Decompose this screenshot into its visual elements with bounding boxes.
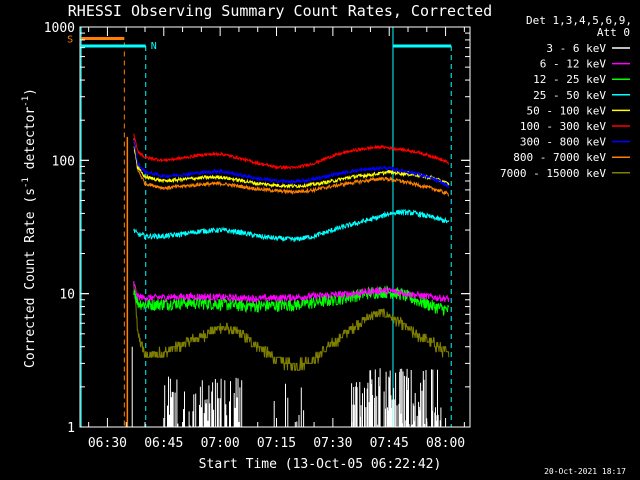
- x-tick-label: 07:00: [201, 436, 240, 451]
- generated-timestamp: 20-Oct-2021 18:17: [544, 467, 626, 476]
- legend-label: 25 - 50 keV: [533, 89, 606, 102]
- legend-label: 12 - 25 keV: [533, 73, 606, 86]
- series-25-50-kev-line: [133, 208, 450, 242]
- y-axis-label-sup2: -1: [21, 96, 31, 107]
- plot-area: N: [80, 27, 452, 427]
- x-tick-label: 06:30: [88, 436, 127, 451]
- y-tick-label: 100: [52, 154, 75, 169]
- series-50-100-kev-line: [133, 146, 450, 189]
- y-axis-label: Corrected Count Rate (s-1 detector-1): [21, 88, 38, 368]
- y-axis-label-part2: detector: [23, 107, 38, 178]
- legend-label: 6 - 12 keV: [540, 58, 607, 71]
- legend-label: 800 - 7000 keV: [513, 151, 606, 164]
- series-6-12-kev-line: [133, 281, 450, 304]
- legend-label: 300 - 800 keV: [520, 136, 606, 149]
- x-axis: 06:30 06:45 07:00 07:15 07:30 07:45 08:00: [88, 27, 465, 451]
- legend: Det 1,3,4,5,6,9, Att 0 3 - 6 keV 6 - 12 k…: [500, 14, 632, 180]
- legend-header-attenuator: Att 0: [597, 26, 630, 39]
- x-axis-label: Start Time (13-Oct-05 06:22:42): [199, 457, 442, 472]
- x-tick-label: 07:45: [370, 436, 409, 451]
- series-100-300-kev-line: [133, 133, 449, 171]
- x-tick-label: 07:30: [313, 436, 352, 451]
- chart-title: RHESSI Observing Summary Count Rates, Co…: [68, 2, 492, 20]
- y-axis-label-part1: Corrected Count Rate (s: [23, 188, 38, 368]
- x-tick-label: 06:45: [144, 436, 183, 451]
- x-tick-label: 08:00: [426, 436, 465, 451]
- y-tick-label: 10: [59, 288, 75, 303]
- y-axis-label-sup1: -1: [21, 177, 31, 188]
- y-axis: 1 10 100 1000: [44, 21, 470, 436]
- legend-label: 3 - 6 keV: [546, 42, 606, 55]
- series-300-800-kev-line: [133, 139, 450, 189]
- y-tick-label: 1: [67, 421, 75, 436]
- series-800-7000-kev-line: [133, 138, 449, 197]
- legend-label: 100 - 300 keV: [520, 120, 606, 133]
- legend-label: 50 - 100 keV: [527, 104, 607, 117]
- series-3-6-kev-line: [164, 368, 442, 427]
- x-tick-label: 07:15: [257, 436, 296, 451]
- legend-header-detectors: Det 1,3,4,5,6,9,: [526, 14, 632, 27]
- plot-frame: [79, 26, 471, 428]
- y-axis-label-part3: ): [23, 88, 38, 96]
- night-flag-label: N: [151, 41, 157, 52]
- y-tick-label: 1000: [44, 21, 75, 36]
- saa-flag-label: S: [67, 34, 73, 45]
- legend-label: 7000 - 15000 keV: [500, 167, 606, 180]
- series-7000-15000-kev-line: [133, 281, 450, 371]
